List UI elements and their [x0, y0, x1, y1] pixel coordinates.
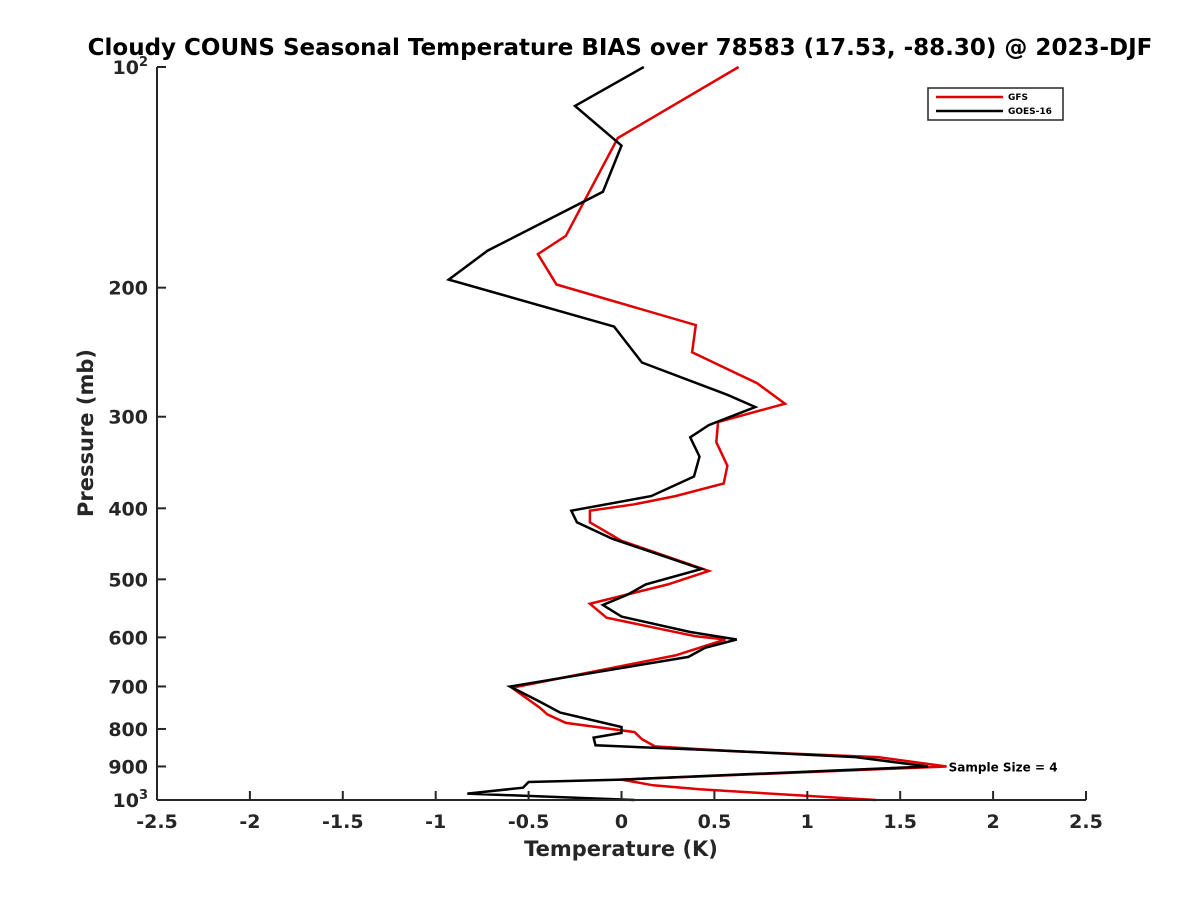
x-tick-label: 0.5: [698, 811, 732, 833]
x-axis-label: Temperature (K): [524, 837, 718, 861]
y-tick-label: 103: [113, 788, 149, 812]
series-layer: [445, 65, 947, 802]
x-tick-label: -1.5: [322, 811, 364, 833]
y-tick-label: 102: [113, 55, 149, 79]
legend: GFS GOES-16: [927, 87, 1064, 121]
y-tick-label: 700: [108, 676, 148, 698]
y-tick-label: 800: [108, 719, 148, 741]
series-line-gfs: [508, 65, 947, 802]
y-axis-label: Pressure (mb): [74, 349, 98, 517]
x-tick-label: -0.5: [508, 811, 550, 833]
x-tick-label: 2: [986, 811, 999, 833]
legend-label: GFS: [1008, 93, 1028, 103]
y-tick-label: 200: [108, 278, 148, 300]
sample-size-annotation: Sample Size = 4: [949, 760, 1058, 774]
x-tick-label: -2: [239, 811, 260, 833]
y-tick-label: 600: [108, 627, 148, 649]
y-tick-label: 900: [108, 756, 148, 778]
x-tick-group: -2.5 -2 -1.5 -1 -0.5 0 0.5 1 1.5 2 2.5: [136, 791, 1103, 833]
legend-box: [927, 87, 1064, 121]
y-tick-label: 300: [108, 407, 148, 429]
x-tick-label: -2.5: [136, 811, 178, 833]
y-tick-label: 500: [108, 569, 148, 591]
x-tick-label: -1: [425, 811, 446, 833]
x-tick-label: 0: [615, 811, 628, 833]
chart-title: Cloudy COUNS Seasonal Temperature BIAS o…: [88, 35, 1153, 61]
y-tick-group: 102 200 300 400 500 600 700 800 900 103: [108, 55, 166, 812]
y-tick-label: 400: [108, 498, 148, 520]
series-line-goes-16: [445, 65, 929, 802]
x-tick-label: 2.5: [1069, 811, 1103, 833]
legend-label: GOES-16: [1008, 107, 1052, 117]
x-tick-label: 1: [801, 811, 814, 833]
x-tick-label: 1.5: [883, 811, 917, 833]
